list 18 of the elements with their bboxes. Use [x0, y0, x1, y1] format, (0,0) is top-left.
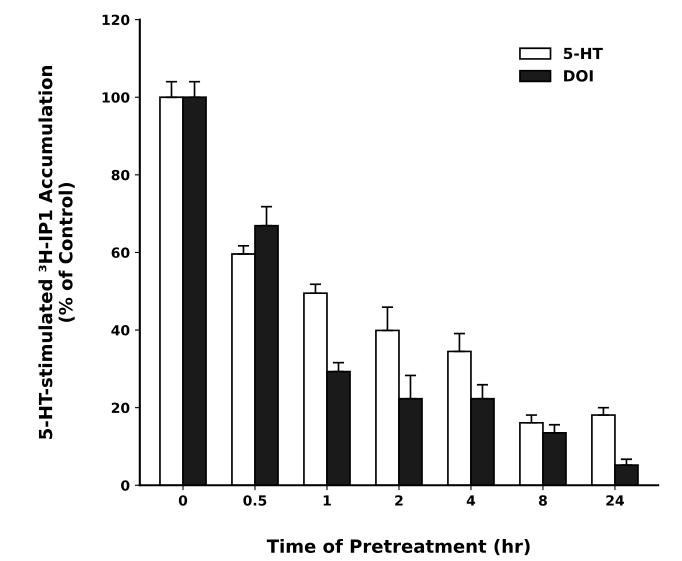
y-tick-label: 80	[112, 170, 130, 180]
x-tick-label: 0	[178, 495, 188, 506]
y-tick-label: 20	[112, 402, 130, 414]
x-axis-title: Time of Pretreatment (hr)	[266, 538, 530, 556]
y-tick-label: 60	[112, 247, 130, 258]
legend-label: 5-HT	[564, 48, 603, 60]
y-axis-title: 5-HT-stimulated ³H-IP1 Accumulation (% of Control)	[38, 66, 75, 439]
x-tick-label: 4	[466, 495, 476, 506]
x-tick-label: 24	[606, 495, 624, 506]
x-tick-label: 2	[395, 495, 403, 506]
y-tick-label: 0	[121, 480, 130, 491]
legend-label: DOI	[564, 70, 593, 82]
x-tick-label: 8	[538, 495, 547, 506]
y-tick-label: 120	[102, 14, 130, 26]
x-tick-label: 0.5	[243, 495, 266, 506]
y-tick-label: 100	[102, 92, 130, 103]
x-tick-label: 1	[324, 495, 331, 506]
y-tick-label: 40	[111, 325, 130, 336]
